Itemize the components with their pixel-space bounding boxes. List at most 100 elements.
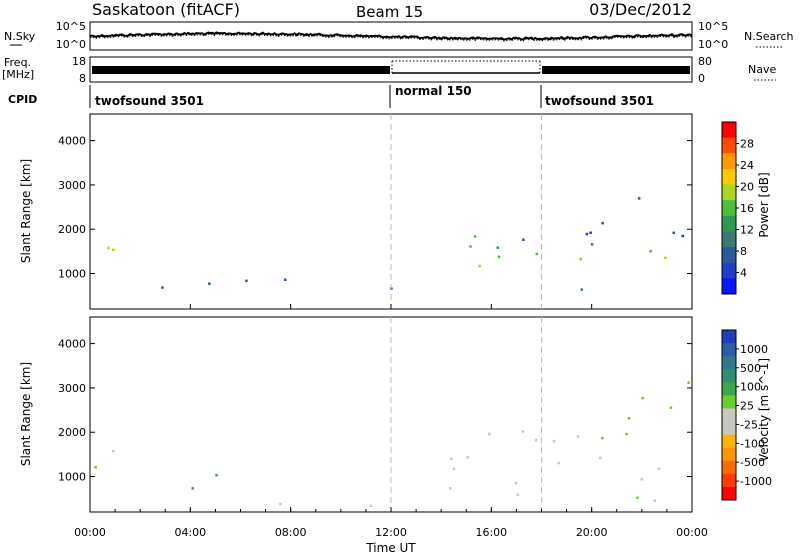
colorbar-tick-label: 16 (740, 202, 754, 215)
colorbar-tick-label: 25 (740, 400, 754, 413)
range-cell (636, 496, 639, 499)
range-cell (576, 435, 580, 438)
colorbar-tick-label: 1000 (740, 343, 768, 356)
cpid-segment-3: twofsound 3501 (545, 94, 654, 108)
range-cell (552, 439, 556, 443)
colorbar-swatch (722, 356, 736, 370)
noise-sky-label: N.Sky (4, 30, 36, 43)
colorbar-swatch (722, 486, 736, 501)
date-title: 03/Dec/2012 (589, 0, 692, 19)
freq-bar-segment-3 (542, 66, 690, 74)
range-cell (522, 238, 525, 241)
range-cell (535, 252, 539, 256)
noise-sky-trace (89, 31, 693, 41)
colorbar-swatch (722, 153, 736, 170)
range-cell (466, 456, 469, 459)
range-cell (687, 381, 690, 384)
noise-search-label: N.Search (744, 30, 794, 43)
velocity-scatter (94, 381, 690, 507)
range-cell (450, 457, 453, 460)
xtick-label: 00:00 (676, 526, 708, 539)
range-cell (637, 197, 641, 200)
range-cell (469, 245, 472, 248)
power-yaxis: 1000 2000 3000 4000 (58, 114, 692, 309)
range-cell (478, 264, 481, 268)
range-cell (601, 221, 604, 225)
beam-title: Beam 15 (356, 3, 423, 21)
range-cell (657, 467, 661, 470)
range-cell (279, 502, 282, 506)
colorbar-swatch (722, 369, 736, 383)
colorbar-swatch (722, 262, 736, 279)
range-cell (191, 487, 194, 490)
freq-tick-bottom: 8 (79, 72, 86, 85)
range-cell (641, 396, 644, 400)
velocity-colorbar-label: Velocity [m s^-1] (757, 358, 771, 462)
noise-search-trace (89, 33, 693, 42)
range-cell (640, 478, 644, 481)
colorbar-frame (721, 329, 737, 501)
range-cell (649, 250, 652, 253)
ytick-label: 4000 (58, 135, 86, 148)
freq-label: Freq. (4, 56, 31, 69)
range-cell (669, 406, 673, 409)
colorbar-tick-label: -100 (740, 437, 765, 450)
range-cell (653, 499, 656, 502)
colorbar-swatch (722, 447, 736, 462)
noise-tick-bottom: 10^0 (56, 38, 86, 51)
cpid-segment-1: twofsound 3501 (95, 94, 204, 108)
range-cell (599, 456, 602, 460)
ytick-label: 3000 (58, 382, 86, 395)
ytick-label: 1000 (58, 268, 86, 281)
range-cell (452, 467, 456, 471)
colorbar-swatch (722, 231, 736, 248)
nave-label: Nave (748, 63, 776, 76)
range-cell (601, 436, 604, 440)
colorbar-swatch (722, 330, 736, 344)
range-cell (516, 493, 519, 497)
colorbar-tick-label: -500 (740, 456, 765, 469)
noise-tick-top: 10^5 (56, 20, 86, 33)
colorbar-swatch (722, 184, 736, 201)
power-panel: 1000 2000 3000 4000 Slant Range [km] (19, 113, 693, 310)
xtick-label: 12:00 (375, 526, 407, 539)
xtick-label: 20:00 (576, 526, 608, 539)
ytick-label: 1000 (58, 471, 86, 484)
colorbar-tick-label: 4 (740, 267, 747, 280)
ytick-label: 4000 (58, 338, 86, 351)
range-cell (161, 286, 164, 289)
xtick-label: 16:00 (475, 526, 507, 539)
colorbar-tick-label: -25 (740, 418, 758, 431)
nave-tick-top: 80 (698, 55, 712, 68)
noise-right-tick-bottom: 10^0 (698, 38, 728, 51)
range-cell (625, 432, 628, 436)
colorbar-tick-label: -1000 (740, 475, 772, 488)
colorbar-swatch (722, 460, 736, 475)
freq-unit-label: [MHz] (2, 68, 34, 81)
xtick-label: 08:00 (275, 526, 307, 539)
freq-tick-top: 18 (72, 55, 86, 68)
range-cell (681, 234, 684, 238)
range-cell (496, 246, 499, 249)
cpid-segment-2: normal 150 (395, 84, 472, 98)
colorbar-swatch (722, 278, 736, 295)
noise-right-tick-top: 10^5 (698, 20, 728, 33)
range-cell (579, 257, 582, 261)
range-cell (284, 278, 287, 281)
colorbar-swatch (722, 247, 736, 264)
range-cell (369, 504, 373, 507)
colorbar-tick-label: 12 (740, 224, 754, 237)
colorbar-tick-label: 20 (740, 181, 754, 194)
freq-bar-segment-1 (92, 66, 390, 74)
range-cell (215, 474, 218, 477)
colorbar-tick-label: 8 (740, 245, 747, 258)
colorbar-swatch (722, 434, 736, 449)
colorbar-swatch (722, 473, 736, 488)
range-cell (672, 231, 675, 235)
time-axis-label: Time UT (365, 541, 416, 554)
ytick-label: 2000 (58, 426, 86, 439)
range-cell (557, 461, 560, 465)
range-cell (534, 438, 538, 442)
xtick-label: 00:00 (74, 526, 106, 539)
